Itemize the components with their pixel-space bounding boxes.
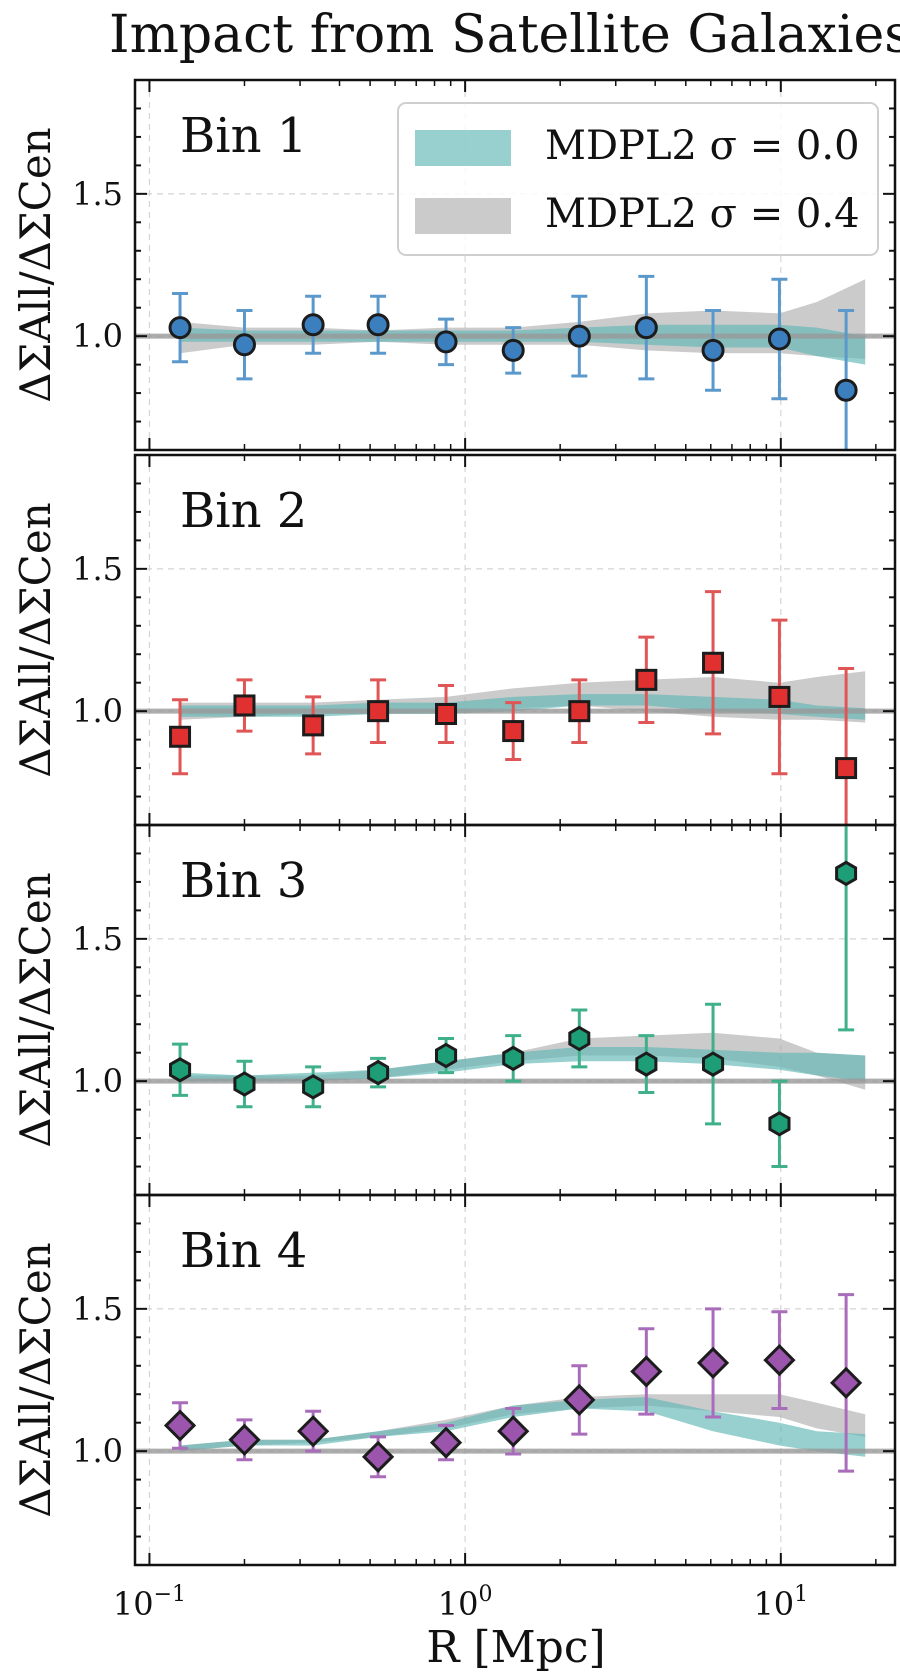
data-point	[366, 313, 390, 337]
y-axis-label: ΔΣAll/ΔΣCen	[11, 872, 60, 1147]
panels: 1.0 1.5 Bin 1 ΔΣAll/ΔΣCen 1.0 1.5 Bin 2 ΔΣAll/Δ…	[11, 78, 897, 1623]
bin-label: Bin 4	[180, 1223, 307, 1279]
data-point	[233, 1071, 256, 1097]
chart-title: Impact from Satellite Galaxies	[109, 5, 900, 65]
data-point	[630, 1355, 663, 1388]
data-point	[834, 378, 858, 402]
data-point	[567, 324, 591, 348]
data-point	[501, 338, 525, 362]
data-point	[228, 1423, 261, 1456]
model-band-sigma-0.0	[180, 1397, 866, 1457]
y-tick-label: 1.5	[72, 1290, 123, 1328]
y-tick-label: 1.0	[72, 317, 123, 355]
data-point	[763, 1343, 796, 1377]
axes-frame	[133, 1193, 897, 1567]
y-tick-label: 1.5	[72, 550, 123, 588]
legend-label: MDPL2 σ = 0.4	[545, 191, 860, 237]
data-point	[435, 703, 458, 725]
data-point	[635, 1051, 658, 1077]
bin-label: Bin 3	[180, 853, 307, 909]
y-tick-label: 1.0	[72, 1432, 123, 1470]
y-tick-label: 1.5	[72, 920, 123, 958]
bin-label: Bin 1	[180, 108, 307, 164]
data-point	[702, 651, 725, 674]
panel-2: 1.0 1.5 Bin 2 ΔΣAll/ΔΣCen	[11, 453, 897, 827]
data-point	[701, 338, 725, 362]
data-point	[768, 685, 791, 708]
data-point	[163, 1409, 197, 1442]
data-point	[835, 860, 858, 887]
data-point	[768, 1111, 791, 1137]
data-point	[232, 333, 256, 357]
data-point	[435, 1042, 458, 1069]
data-point	[302, 1074, 325, 1100]
y-tick-label: 1.0	[72, 1062, 123, 1100]
data-point	[361, 1440, 395, 1473]
y-axis-label: ΔΣAll/ΔΣCen	[11, 502, 60, 777]
panel-3: 1.0 1.5 Bin 3 ΔΣAll/ΔΣCen	[11, 823, 897, 1197]
panel-1: 1.0 1.5 Bin 1 ΔΣAll/ΔΣCen	[11, 78, 897, 452]
data-point	[301, 313, 325, 337]
data-point	[429, 1426, 463, 1459]
data-point	[497, 1415, 530, 1448]
data-point	[702, 1051, 725, 1077]
data-point	[568, 1025, 591, 1052]
data-point	[635, 668, 658, 691]
data-point	[367, 700, 390, 723]
data-point	[835, 757, 858, 780]
data-point	[634, 316, 658, 340]
legend-swatch	[415, 130, 511, 166]
panel-4: 1.0 1.5 Bin 4 ΔΣAll/ΔΣCen	[11, 1193, 897, 1567]
data-point	[502, 720, 525, 743]
y-axis-label: ΔΣAll/ΔΣCen	[11, 127, 60, 402]
data-point	[563, 1383, 596, 1417]
legend-frame	[397, 102, 879, 256]
legend-swatch	[415, 198, 511, 234]
data-point	[502, 1045, 525, 1072]
x-tick-label: 101	[753, 1582, 808, 1623]
data-point	[696, 1346, 730, 1380]
axes-frame	[133, 78, 897, 452]
data-point	[434, 330, 458, 354]
data-point	[767, 327, 791, 351]
data-point	[568, 700, 591, 723]
y-tick-label: 1.0	[72, 692, 123, 730]
data-point	[829, 1366, 863, 1399]
x-tick-label: 10−1	[113, 1582, 186, 1623]
data-point	[302, 714, 325, 737]
data-point	[233, 694, 256, 717]
data-point	[168, 316, 192, 340]
data-point	[367, 1059, 390, 1086]
x-tick-label: 100	[438, 1582, 493, 1623]
data-point	[297, 1415, 330, 1448]
data-point	[169, 725, 192, 748]
y-axis-label: ΔΣAll/ΔΣCen	[11, 1242, 60, 1517]
data-point	[169, 1057, 192, 1083]
x-axis-label: R [Mpc]	[426, 1622, 605, 1673]
y-tick-label: 1.5	[72, 175, 123, 213]
bin-label: Bin 2	[180, 483, 307, 539]
legend: MDPL2 σ = 0.0 MDPL2 σ = 0.4	[397, 102, 879, 256]
model-band-sigma-0.0	[180, 1047, 866, 1082]
legend-label: MDPL2 σ = 0.0	[545, 123, 860, 169]
